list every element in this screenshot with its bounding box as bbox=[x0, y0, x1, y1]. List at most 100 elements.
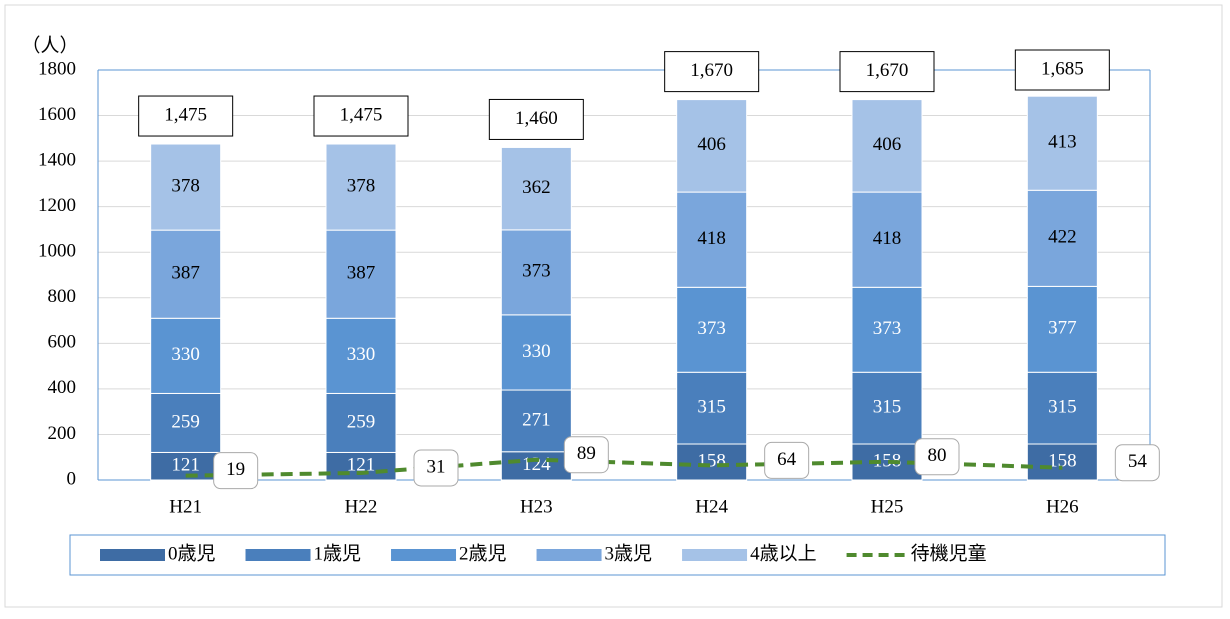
bar-segment bbox=[500, 389, 572, 453]
total-box bbox=[839, 51, 935, 93]
legend-swatch bbox=[391, 549, 457, 561]
bar-segment bbox=[325, 143, 397, 231]
y-tick-label: 400 bbox=[48, 377, 77, 398]
data-label: 378 bbox=[171, 175, 200, 196]
total-label: 1,475 bbox=[340, 104, 383, 125]
bar-segment bbox=[500, 146, 572, 231]
data-label: 406 bbox=[873, 134, 902, 155]
total-label: 1,670 bbox=[690, 60, 733, 81]
line-label-box bbox=[563, 436, 609, 474]
bar-segment bbox=[150, 317, 222, 394]
total-box bbox=[1014, 49, 1110, 91]
bar-segment bbox=[676, 371, 748, 445]
data-label: 387 bbox=[171, 263, 200, 284]
data-label: 362 bbox=[522, 177, 551, 198]
x-tick-label: H25 bbox=[871, 496, 904, 517]
data-label: 121 bbox=[171, 455, 200, 476]
legend-swatch bbox=[245, 549, 311, 561]
x-tick-label: H26 bbox=[1046, 496, 1079, 517]
bar-segment bbox=[150, 392, 222, 453]
data-label: 330 bbox=[171, 344, 200, 365]
legend-swatch bbox=[536, 549, 602, 561]
legend-label: 待機児童 bbox=[911, 542, 987, 564]
line-label: 54 bbox=[1128, 451, 1148, 472]
bar-segment bbox=[325, 451, 397, 481]
x-tick-label: H24 bbox=[695, 496, 728, 517]
legend-swatch bbox=[682, 549, 748, 561]
data-label: 418 bbox=[873, 228, 902, 249]
data-label: 387 bbox=[347, 263, 376, 284]
bar-segment bbox=[1026, 285, 1098, 373]
x-tick-label: H21 bbox=[169, 496, 202, 517]
total-box bbox=[664, 51, 760, 93]
bar-segment bbox=[325, 317, 397, 394]
data-label: 315 bbox=[873, 396, 902, 417]
bar-segment bbox=[325, 392, 397, 453]
data-label: 259 bbox=[347, 411, 376, 432]
bar-segment bbox=[676, 443, 748, 481]
line-label-box bbox=[764, 441, 810, 479]
bar-segment bbox=[676, 191, 748, 288]
data-label: 271 bbox=[522, 409, 551, 430]
line-label: 19 bbox=[226, 459, 245, 480]
line-label: 64 bbox=[777, 449, 797, 470]
y-tick-label: 1800 bbox=[38, 58, 76, 79]
line-label-box bbox=[914, 438, 960, 476]
bar-segment bbox=[676, 99, 748, 193]
x-tick-label: H22 bbox=[345, 496, 378, 517]
y-tick-label: 600 bbox=[48, 332, 77, 353]
bar-segment bbox=[325, 229, 397, 319]
line-label-box bbox=[413, 449, 459, 487]
data-label: 378 bbox=[347, 175, 376, 196]
data-label: 315 bbox=[697, 396, 726, 417]
bar-segment bbox=[150, 229, 222, 319]
x-tick-label: H23 bbox=[520, 496, 553, 517]
line-label-box bbox=[213, 452, 259, 490]
data-label: 124 bbox=[522, 454, 551, 475]
bar-segment bbox=[851, 191, 923, 288]
data-label: 259 bbox=[171, 411, 200, 432]
y-tick-label: 1600 bbox=[38, 104, 76, 125]
total-box bbox=[313, 95, 409, 137]
data-label: 315 bbox=[1048, 396, 1077, 417]
legend-box bbox=[69, 534, 1166, 576]
bar-segment bbox=[1026, 189, 1098, 287]
y-tick-label: 1200 bbox=[38, 195, 76, 216]
data-label: 158 bbox=[697, 450, 726, 471]
line-label-box bbox=[1114, 444, 1160, 482]
data-label: 418 bbox=[697, 228, 726, 249]
data-label: 158 bbox=[873, 450, 902, 471]
legend-swatch bbox=[100, 549, 165, 561]
data-label: 377 bbox=[1048, 318, 1077, 339]
total-box bbox=[488, 98, 584, 140]
legend-label: 3歳児 bbox=[605, 542, 653, 564]
data-label: 422 bbox=[1048, 227, 1077, 248]
total-label: 1,670 bbox=[866, 60, 909, 81]
data-label: 406 bbox=[697, 134, 726, 155]
total-label: 1,460 bbox=[515, 108, 558, 129]
y-axis-label: （人） bbox=[21, 34, 78, 56]
line-label: 31 bbox=[427, 456, 446, 477]
legend-label: 4歳以上 bbox=[750, 542, 817, 564]
y-tick-label: 200 bbox=[48, 423, 77, 444]
y-tick-label: 1000 bbox=[38, 241, 76, 262]
y-tick-label: 0 bbox=[67, 468, 77, 489]
legend-label: 1歳児 bbox=[314, 542, 362, 564]
total-box bbox=[138, 95, 234, 137]
bar-segment bbox=[150, 143, 222, 231]
data-label: 330 bbox=[347, 344, 376, 365]
bar-segment bbox=[1026, 443, 1098, 481]
data-label: 330 bbox=[522, 341, 551, 362]
total-label: 1,685 bbox=[1041, 58, 1084, 79]
data-label: 373 bbox=[522, 261, 551, 282]
data-label: 413 bbox=[1048, 132, 1077, 153]
bar-segment bbox=[851, 99, 923, 193]
data-label: 121 bbox=[347, 455, 376, 476]
total-label: 1,475 bbox=[164, 104, 207, 125]
legend-label: 2歳児 bbox=[459, 542, 507, 564]
data-label: 373 bbox=[873, 318, 902, 339]
y-tick-label: 800 bbox=[48, 286, 77, 307]
bar-segment bbox=[851, 286, 923, 373]
data-label: 373 bbox=[697, 318, 726, 339]
